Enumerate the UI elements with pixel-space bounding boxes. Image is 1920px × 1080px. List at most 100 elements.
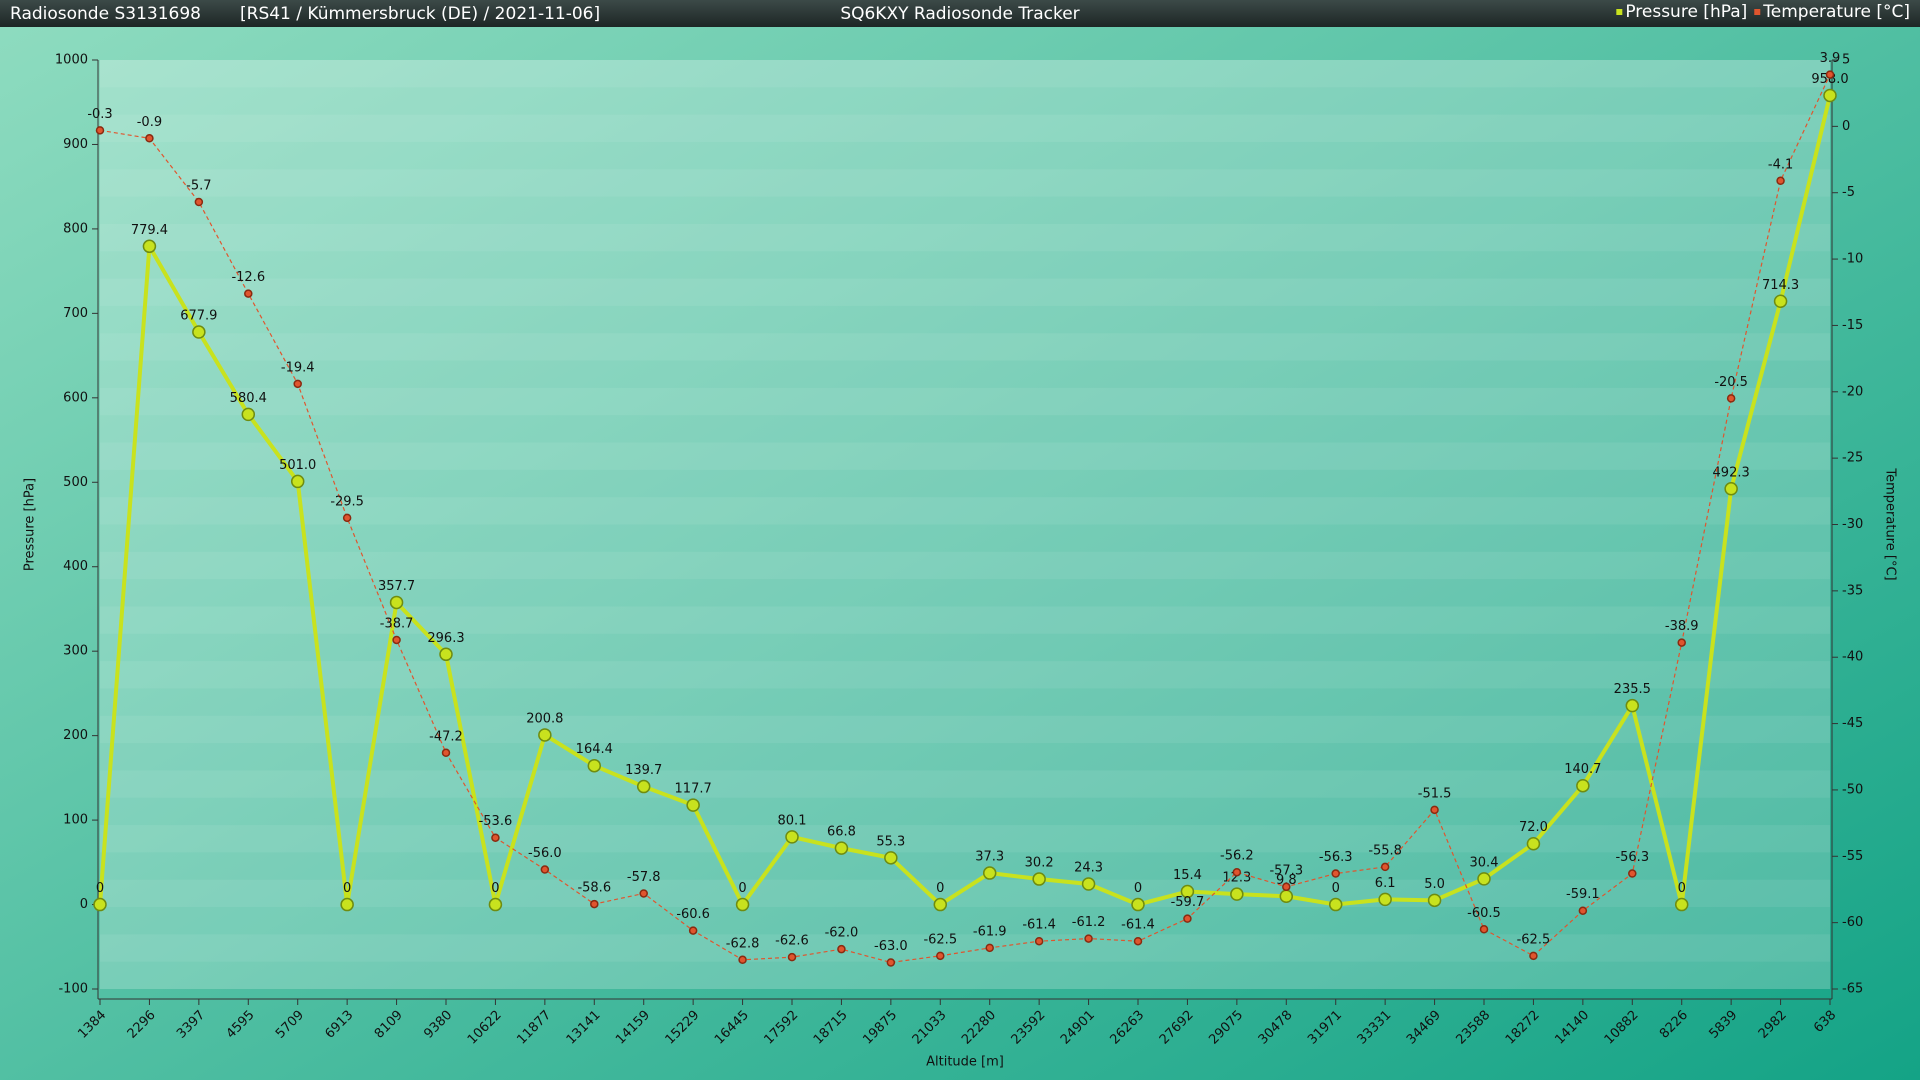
temperature-point: [1133, 936, 1143, 946]
data-label: 24.3: [1074, 861, 1103, 876]
temperature-point: [145, 134, 154, 143]
data-label: -56.3: [1615, 850, 1649, 865]
data-label: -56.3: [1319, 850, 1353, 865]
data-label: -61.9: [973, 924, 1007, 939]
y-tick-label: 500: [63, 475, 88, 490]
y2-tick-label: -10: [1842, 252, 1863, 267]
temperature-point: [95, 126, 105, 135]
pressure-point: [686, 798, 700, 812]
data-label: 958.0: [1811, 72, 1848, 87]
data-label: 140.7: [1564, 762, 1601, 777]
data-label: -53.6: [479, 814, 513, 829]
temperature-point: [738, 955, 747, 965]
temperature-point: [1677, 638, 1686, 647]
y2-tick-label: -55: [1842, 849, 1863, 864]
pressure-point: [1378, 892, 1392, 907]
sonde-info: [RS41 / Kümmersbruck (DE) / 2021-11-06]: [240, 4, 600, 24]
data-label: -19.4: [281, 360, 315, 375]
temperature-point: [787, 952, 797, 962]
data-label: -60.5: [1467, 906, 1501, 921]
pressure-line: [98, 95, 1832, 907]
temperature-point: [936, 951, 945, 961]
data-label: -5.7: [186, 179, 211, 194]
y2-tick-label: -15: [1842, 318, 1863, 333]
temperature-point: [540, 865, 550, 874]
data-label: -62.5: [923, 932, 957, 947]
pressure-point: [1180, 884, 1195, 899]
data-label: -61.2: [1072, 915, 1106, 930]
data-label: 296.3: [427, 631, 464, 646]
temperature-point: [1282, 882, 1291, 892]
data-label: 80.1: [778, 813, 807, 828]
temperature-point: [491, 833, 500, 842]
data-label: -51.5: [1418, 786, 1452, 801]
data-label: 0: [1134, 881, 1142, 896]
pressure-point: [538, 728, 552, 742]
data-label: -56.0: [528, 846, 562, 861]
data-label: -60.6: [676, 907, 710, 922]
y-tick-label: 200: [63, 728, 88, 743]
pressure-point: [1427, 893, 1442, 908]
pressure-point: [192, 325, 206, 339]
stripe: [100, 223, 1830, 252]
pressure-point: [1032, 872, 1046, 886]
data-label: 779.4: [131, 223, 168, 238]
temperature-point: [590, 899, 599, 909]
data-label: -38.9: [1665, 619, 1699, 634]
data-label: 37.3: [975, 850, 1004, 865]
data-label: 0: [1678, 881, 1686, 896]
data-label: 5.0: [1424, 877, 1445, 892]
data-label: -12.6: [231, 270, 265, 285]
y-tick-label: -100: [58, 982, 88, 997]
stripe: [100, 934, 1830, 962]
pressure-point: [1131, 897, 1145, 912]
y-tick-label: 600: [63, 390, 88, 405]
data-label: 501.0: [279, 458, 316, 473]
data-label: 0: [936, 881, 944, 896]
data-label: -47.2: [429, 729, 463, 744]
temperature-line: [99, 74, 1831, 964]
data-label: -59.1: [1566, 887, 1600, 902]
stripe: [100, 879, 1830, 908]
data-label: -61.4: [1022, 918, 1056, 933]
pressure-point: [142, 239, 157, 254]
data-label: -62.0: [825, 926, 859, 941]
data-label: -62.6: [775, 934, 809, 949]
temperature-point: [1232, 867, 1242, 877]
pressure-point: [636, 779, 651, 794]
y-tick-label: 1000: [55, 53, 88, 68]
y2-tick-label: 0: [1842, 119, 1850, 134]
temperature-point: [837, 944, 846, 954]
y-tick-label: 800: [63, 221, 88, 236]
data-label: -4.1: [1768, 157, 1793, 172]
pressure-point: [1773, 294, 1788, 309]
data-label: 0: [491, 881, 499, 896]
temperature-point: [1380, 862, 1390, 872]
data-label: 235.5: [1614, 682, 1651, 697]
pressure-point: [933, 897, 948, 912]
data-label: -57.3: [1269, 863, 1303, 878]
pressure-point: [982, 866, 997, 880]
pressure-point: [1823, 88, 1837, 103]
chart-title: SQ6KXY Radiosonde Tracker: [840, 4, 1079, 24]
pressure-point: [785, 830, 799, 844]
data-label: 55.3: [876, 834, 905, 849]
data-label: -55.8: [1368, 843, 1402, 858]
pressure-point: [241, 407, 256, 422]
pressure-point: [735, 897, 750, 912]
pressure-point: [1477, 872, 1491, 886]
temperature-point: [1628, 869, 1637, 878]
data-label: 9.8: [1276, 873, 1297, 888]
temperature-point: [342, 513, 352, 523]
data-label: 6.1: [1375, 876, 1396, 891]
y2-tick-label: -30: [1842, 517, 1863, 532]
data-label: -0.3: [87, 107, 112, 122]
stripe: [100, 497, 1830, 525]
temperature-point: [1776, 176, 1785, 186]
data-label: 15.4: [1173, 868, 1202, 883]
data-label: 0: [96, 881, 104, 896]
temperature-point: [1726, 394, 1736, 403]
stripe: [100, 278, 1830, 306]
data-label: -56.2: [1220, 849, 1254, 864]
